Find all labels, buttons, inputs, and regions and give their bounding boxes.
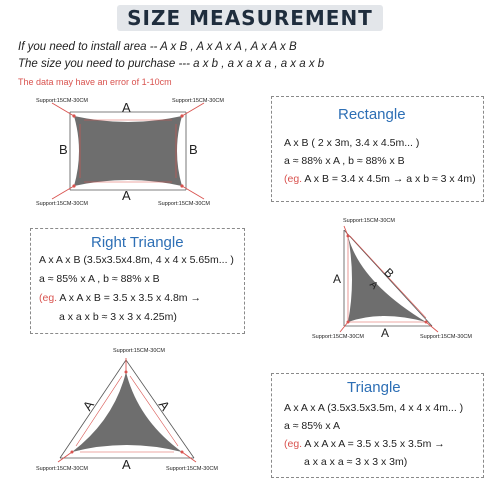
right-triangle-title: Right Triangle: [91, 234, 184, 251]
rect-dim-b-right: B: [189, 142, 198, 157]
rectangle-line2: a ≈ 88% x A , b ≈ 88% x B: [284, 155, 405, 167]
tri-dim-a-bottom: A: [122, 457, 131, 472]
support-label-rt-br: Support:15CM-30CM: [420, 334, 472, 340]
triangle-info-box: Triangle A x A x A (3.5x3.5x3.5m, 4 x 4 …: [271, 373, 484, 478]
rect-dim-a-bottom: A: [122, 188, 131, 203]
rect-dim-b-left: B: [59, 142, 68, 157]
intro-install-line: If you need to install area -- A x B , A…: [18, 41, 297, 53]
rectangle-example: (eg. A x B = 3.4 x 4.5m → a x b ≈ 3 x 4m…: [284, 173, 476, 185]
support-label-rect-bl: Support:15CM-30CM: [36, 201, 88, 207]
triangle-line1: A x A x A (3.5x3.5x3.5m, 4 x 4 x 4m... ): [284, 402, 464, 414]
triangle-line2: a ≈ 85% x A: [284, 420, 340, 432]
eg-prefix: (eg.: [284, 173, 303, 185]
rectangle-line1: A x B ( 2 x 3m, 3.4 x 4.5m... ): [284, 137, 420, 149]
support-label-rt-bl: Support:15CM-30CM: [312, 334, 364, 340]
rt-dim-a-bottom: A: [381, 326, 390, 340]
rectangle-title: Rectangle: [338, 106, 406, 123]
eg-rest: A x B = 3.4 x 4.5m → a x b ≈ 3 x 4m): [302, 173, 476, 185]
intro-purchase-line: The size you need to purchase --- a x b …: [18, 58, 325, 70]
page-title: SIZE MEASUREMENT: [117, 5, 383, 31]
support-label-rect-tr: Support:15CM-30CM: [172, 98, 224, 104]
support-label-tri-br: Support:15CM-30CM: [166, 466, 218, 472]
support-label-rt-top: Support:15CM-30CM: [343, 218, 395, 224]
support-label-rect-tl: Support:15CM-30CM: [36, 98, 88, 104]
right-triangle-line2: a ≈ 85% x A , b ≈ 88% x B: [39, 273, 160, 285]
right-triangle-line1: A x A x B (3.5x3.5x4.8m, 4 x 4 x 5.65m..…: [39, 254, 234, 266]
rect-dim-a-top: A: [122, 100, 131, 115]
rectangle-info-box: Rectangle A x B ( 2 x 3m, 3.4 x 4.5m... …: [271, 96, 484, 202]
triangle-line4: a x a x a ≈ 3 x 3 x 3m): [304, 456, 408, 468]
eg-prefix: (eg.: [39, 292, 58, 304]
rt-dim-a-left: A: [333, 272, 342, 286]
support-label-tri-top: Support:15CM-30CM: [113, 348, 165, 354]
error-note: The data may have an error of 1-10cm: [18, 77, 172, 87]
eg-rest: A x A x A = 3.5 x 3.5 x 3.5m →: [302, 438, 445, 450]
triangle-example: (eg. A x A x A = 3.5 x 3.5 x 3.5m →: [284, 438, 445, 450]
support-label-tri-bl: Support:15CM-30CM: [36, 466, 88, 472]
right-triangle-example: (eg. A x A x B = 3.5 x 3.5 x 4.8m →: [39, 292, 201, 304]
triangle-title: Triangle: [347, 379, 401, 396]
eg-prefix: (eg.: [284, 438, 303, 450]
support-label-rect-br: Support:15CM-30CM: [158, 201, 210, 207]
right-triangle-info-box: Right Triangle A x A x B (3.5x3.5x4.8m, …: [30, 228, 245, 334]
eg-rest: A x A x B = 3.5 x 3.5 x 4.8m →: [57, 292, 201, 304]
right-triangle-line4: a x a x b ≈ 3 x 3 x 4.25m): [59, 311, 177, 323]
